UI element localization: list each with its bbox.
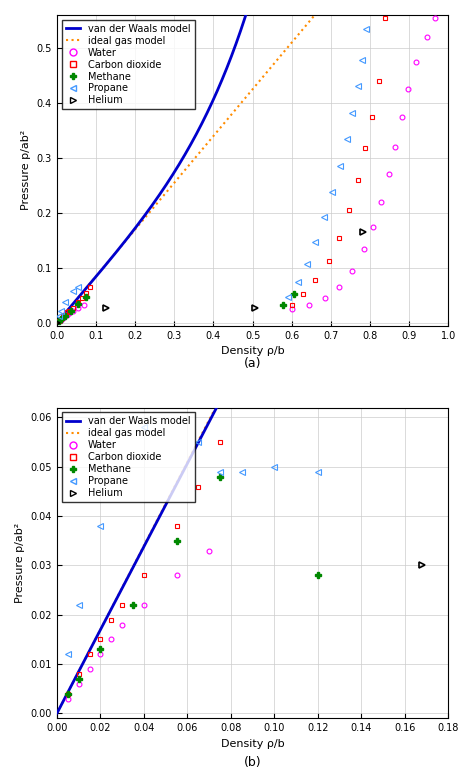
X-axis label: Density ρ/b: Density ρ/b [221, 738, 284, 749]
X-axis label: Density ρ/b: Density ρ/b [221, 346, 284, 356]
Text: (b): (b) [244, 756, 262, 769]
Y-axis label: Pressure p/ab²: Pressure p/ab² [15, 523, 25, 603]
Legend: van der Waals model, ideal gas model, Water, Carbon dioxide, Methane, Propane, H: van der Waals model, ideal gas model, Wa… [62, 412, 194, 502]
Legend: van der Waals model, ideal gas model, Water, Carbon dioxide, Methane, Propane, H: van der Waals model, ideal gas model, Wa… [62, 19, 194, 109]
Text: (a): (a) [244, 357, 261, 370]
Y-axis label: Pressure p/ab²: Pressure p/ab² [21, 130, 31, 210]
